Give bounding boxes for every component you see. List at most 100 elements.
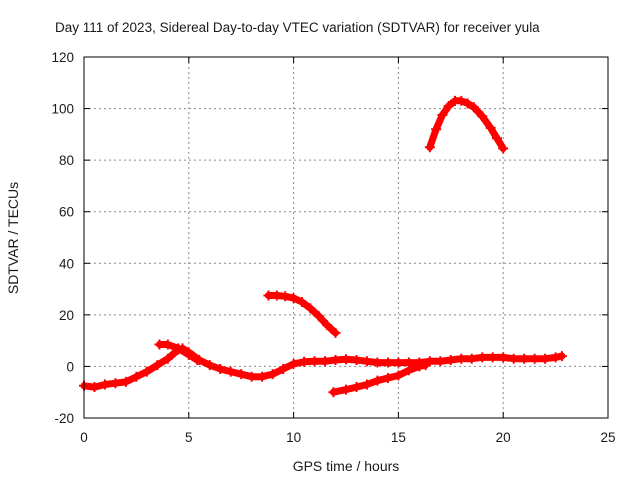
data-point: [271, 290, 282, 301]
y-tick-label: 40: [59, 256, 74, 271]
data-point: [280, 291, 291, 302]
x-tick-label: 20: [496, 430, 511, 445]
data-point: [305, 303, 316, 314]
data-point: [341, 384, 351, 395]
data-point: [468, 102, 479, 113]
series-arc-peak: [424, 95, 509, 154]
data-point: [477, 352, 488, 363]
data-point: [456, 95, 467, 106]
y-tick-label: 100: [51, 102, 74, 117]
data-point: [382, 373, 393, 384]
data-point: [267, 369, 278, 380]
x-tick-label: 15: [391, 430, 406, 445]
data-point: [498, 143, 509, 154]
data-point: [414, 361, 425, 372]
data-point: [361, 379, 372, 390]
y-tick-label: -20: [54, 411, 74, 426]
data-point: [393, 357, 404, 368]
data-point: [204, 360, 215, 371]
data-point: [424, 142, 435, 153]
data-point: [403, 365, 414, 376]
data-point: [246, 371, 257, 382]
data-point: [183, 349, 194, 360]
data-point: [131, 371, 142, 382]
data-point: [437, 110, 448, 121]
data-point: [456, 353, 467, 364]
y-axis-label: SDTVAR / TECUs: [5, 182, 21, 294]
plot-frame: [83, 56, 609, 419]
x-tick-labels: 0 5 10 15 20 25: [80, 430, 615, 445]
data-point: [89, 382, 100, 393]
chart-title: Day 111 of 2023, Sidereal Day-to-day VTE…: [55, 20, 540, 35]
data-point: [443, 100, 454, 111]
x-tick-label: 5: [185, 430, 193, 445]
y-tick-label: 80: [59, 153, 74, 168]
data-point: [152, 360, 163, 371]
data-point: [485, 122, 496, 133]
data-point: [263, 290, 274, 301]
x-tick-label: 25: [600, 430, 615, 445]
data-point: [257, 371, 268, 382]
x-tick-label: 0: [80, 430, 88, 445]
data-point: [278, 364, 289, 375]
data-point: [173, 343, 184, 354]
data-point: [351, 354, 362, 365]
y-tick-label: 0: [66, 359, 74, 374]
data-point: [215, 364, 226, 375]
data-point: [556, 351, 567, 362]
data-point: [328, 387, 339, 398]
data-point: [361, 356, 372, 367]
axis-ticks: [83, 56, 609, 419]
data-point: [431, 124, 442, 135]
y-tick-label: 60: [59, 205, 74, 220]
data-point: [477, 111, 488, 122]
data-point: [372, 375, 383, 386]
data-point: [393, 370, 404, 381]
data-point: [154, 339, 165, 350]
data-point: [498, 352, 509, 363]
data-point: [445, 354, 456, 365]
data-point: [529, 353, 540, 364]
series-line: [329, 361, 430, 396]
series-arc-rising-low: [328, 360, 431, 398]
grid: [84, 57, 608, 418]
series-arc-main-low: [79, 343, 567, 393]
data-point: [322, 320, 333, 331]
data-point: [330, 327, 341, 338]
data-point: [236, 369, 247, 380]
data-point: [487, 352, 498, 363]
x-tick-label: 10: [286, 430, 301, 445]
data-point: [519, 353, 530, 364]
data-point: [466, 353, 477, 364]
data-point: [313, 311, 324, 322]
data-point: [382, 357, 393, 368]
series-arc-mid: [263, 290, 341, 338]
data-point: [288, 358, 299, 369]
series-line: [80, 344, 566, 391]
data-point: [99, 379, 110, 390]
data-point: [299, 356, 310, 367]
data-point: [192, 354, 203, 365]
data-point: [296, 296, 307, 307]
data-point: [120, 376, 131, 387]
x-axis-label: GPS time / hours: [293, 458, 400, 474]
data-point: [540, 353, 551, 364]
series-arc-early: [154, 339, 203, 365]
data-point: [225, 366, 236, 377]
data-point: [341, 354, 351, 365]
data-point: [351, 382, 362, 393]
data-point: [330, 354, 341, 365]
data-point: [435, 356, 446, 367]
data-point: [309, 356, 320, 367]
data-point: [508, 353, 519, 364]
y-tick-label: 20: [59, 308, 74, 323]
data-point: [288, 293, 299, 304]
data-point: [162, 353, 173, 364]
data-point: [420, 360, 431, 371]
data-point: [462, 98, 473, 109]
data-point: [141, 366, 152, 377]
data-point: [550, 352, 561, 363]
data-point: [491, 133, 502, 144]
y-tick-labels: -20 0 20 40 60 80 100 120: [51, 50, 74, 426]
